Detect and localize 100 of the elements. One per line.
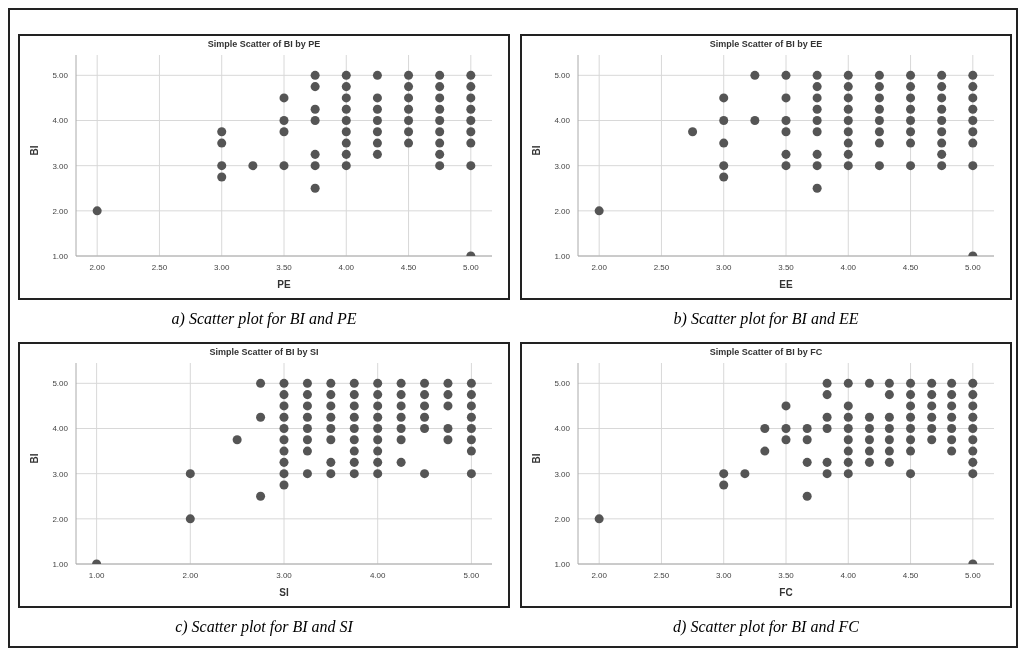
point xyxy=(248,161,258,171)
point xyxy=(466,104,476,114)
point xyxy=(404,104,414,114)
y-tick-label: 2.00 xyxy=(554,206,571,216)
point xyxy=(310,161,320,171)
x-tick-label: 4.00 xyxy=(369,570,387,580)
y-axis-title: BI xyxy=(530,145,542,156)
point xyxy=(341,138,351,148)
x-tick-label: 3.00 xyxy=(715,570,733,580)
y-tick-label: 2.00 xyxy=(52,206,69,216)
x-tick-label: 2.00 xyxy=(591,262,608,272)
point xyxy=(404,115,414,125)
point xyxy=(404,82,414,92)
point xyxy=(341,82,351,92)
text: c) Scatter plot for BI and SI xyxy=(174,618,355,638)
x-tick-label: 4.50 xyxy=(902,570,919,580)
y-axis-title: BI xyxy=(28,453,40,464)
x-tick-label: 2.00 xyxy=(89,262,106,272)
point xyxy=(372,149,382,159)
point xyxy=(310,70,320,80)
x-tick-label: 5.00 xyxy=(463,262,480,272)
point xyxy=(435,161,445,171)
point xyxy=(372,104,382,114)
point xyxy=(372,70,382,80)
point xyxy=(341,104,351,114)
point xyxy=(341,161,351,171)
point xyxy=(466,138,476,148)
point xyxy=(279,161,289,171)
point xyxy=(92,206,102,216)
y-tick-label: 5.00 xyxy=(52,379,69,389)
point xyxy=(217,138,227,148)
point xyxy=(341,115,351,125)
y-tick-label: 5.00 xyxy=(554,71,571,81)
y-tick-label: 3.00 xyxy=(554,161,571,171)
x-tick-label: 3.50 xyxy=(778,570,795,580)
point xyxy=(466,115,476,125)
x-tick-label: 3.50 xyxy=(778,262,795,272)
chart-title: Simple Scatter of BI by SI xyxy=(208,347,320,357)
point xyxy=(279,93,289,103)
point xyxy=(217,172,227,182)
y-tick-label: 2.00 xyxy=(52,514,69,524)
point xyxy=(404,93,414,103)
point xyxy=(435,115,445,125)
x-tick-label: 5.00 xyxy=(463,570,480,580)
point xyxy=(372,127,382,137)
point xyxy=(310,82,320,92)
y-axis-title: BI xyxy=(28,145,40,156)
point xyxy=(466,82,476,92)
x-tick-label: 4.50 xyxy=(902,262,919,272)
x-tick-label: 4.00 xyxy=(840,570,857,580)
x-tick-label: 3.50 xyxy=(276,262,293,272)
point xyxy=(310,104,320,114)
x-tick-label: 4.00 xyxy=(338,262,355,272)
chart-title: Simple Scatter of BI by EE xyxy=(708,39,824,49)
x-tick-label: 4.00 xyxy=(840,262,857,272)
y-tick-label: 2.00 xyxy=(554,514,571,524)
point xyxy=(435,127,445,137)
point xyxy=(341,93,351,103)
point xyxy=(217,161,227,171)
point xyxy=(341,149,351,159)
y-tick-label: 4.00 xyxy=(554,116,571,126)
x-tick-label: 2.50 xyxy=(653,570,670,580)
y-tick-label: 5.00 xyxy=(52,71,69,81)
point xyxy=(435,149,445,159)
x-tick-label: 1.00 xyxy=(88,570,105,580)
x-axis-title: PE xyxy=(277,279,291,290)
x-axis-title: FC xyxy=(779,587,793,598)
y-tick-label: 1.00 xyxy=(52,559,69,569)
x-tick-label: 5.00 xyxy=(965,262,982,272)
point xyxy=(466,70,476,80)
point xyxy=(466,127,476,137)
point xyxy=(217,127,227,137)
y-tick-label: 5.00 xyxy=(554,379,571,389)
point xyxy=(404,70,414,80)
point xyxy=(310,183,320,193)
point xyxy=(404,127,414,137)
point xyxy=(372,138,382,148)
point xyxy=(341,127,351,137)
point xyxy=(310,149,320,159)
point xyxy=(279,115,289,125)
point xyxy=(466,93,476,103)
y-tick-label: 3.00 xyxy=(52,161,69,171)
x-tick-label: 3.00 xyxy=(715,262,733,272)
point xyxy=(279,127,289,137)
x-tick-label: 3.00 xyxy=(213,262,231,272)
x-tick-label: 3.00 xyxy=(276,570,293,580)
point xyxy=(310,115,320,125)
point xyxy=(372,115,382,125)
text: a) Scatter plot for BI and PE xyxy=(170,310,358,330)
x-tick-label: 2.50 xyxy=(151,262,168,272)
point xyxy=(372,93,382,103)
chart-title: Simple Scatter of BI by FC xyxy=(708,347,824,357)
x-tick-label: 2.00 xyxy=(182,570,199,580)
text: d) Scatter plot for BI and FC xyxy=(672,618,860,638)
x-tick-label: 4.50 xyxy=(400,262,417,272)
point xyxy=(435,70,445,80)
y-tick-label: 1.00 xyxy=(554,251,571,261)
y-tick-label: 1.00 xyxy=(554,559,571,569)
x-axis-title: EE xyxy=(779,279,793,290)
y-tick-label: 3.00 xyxy=(554,469,571,479)
